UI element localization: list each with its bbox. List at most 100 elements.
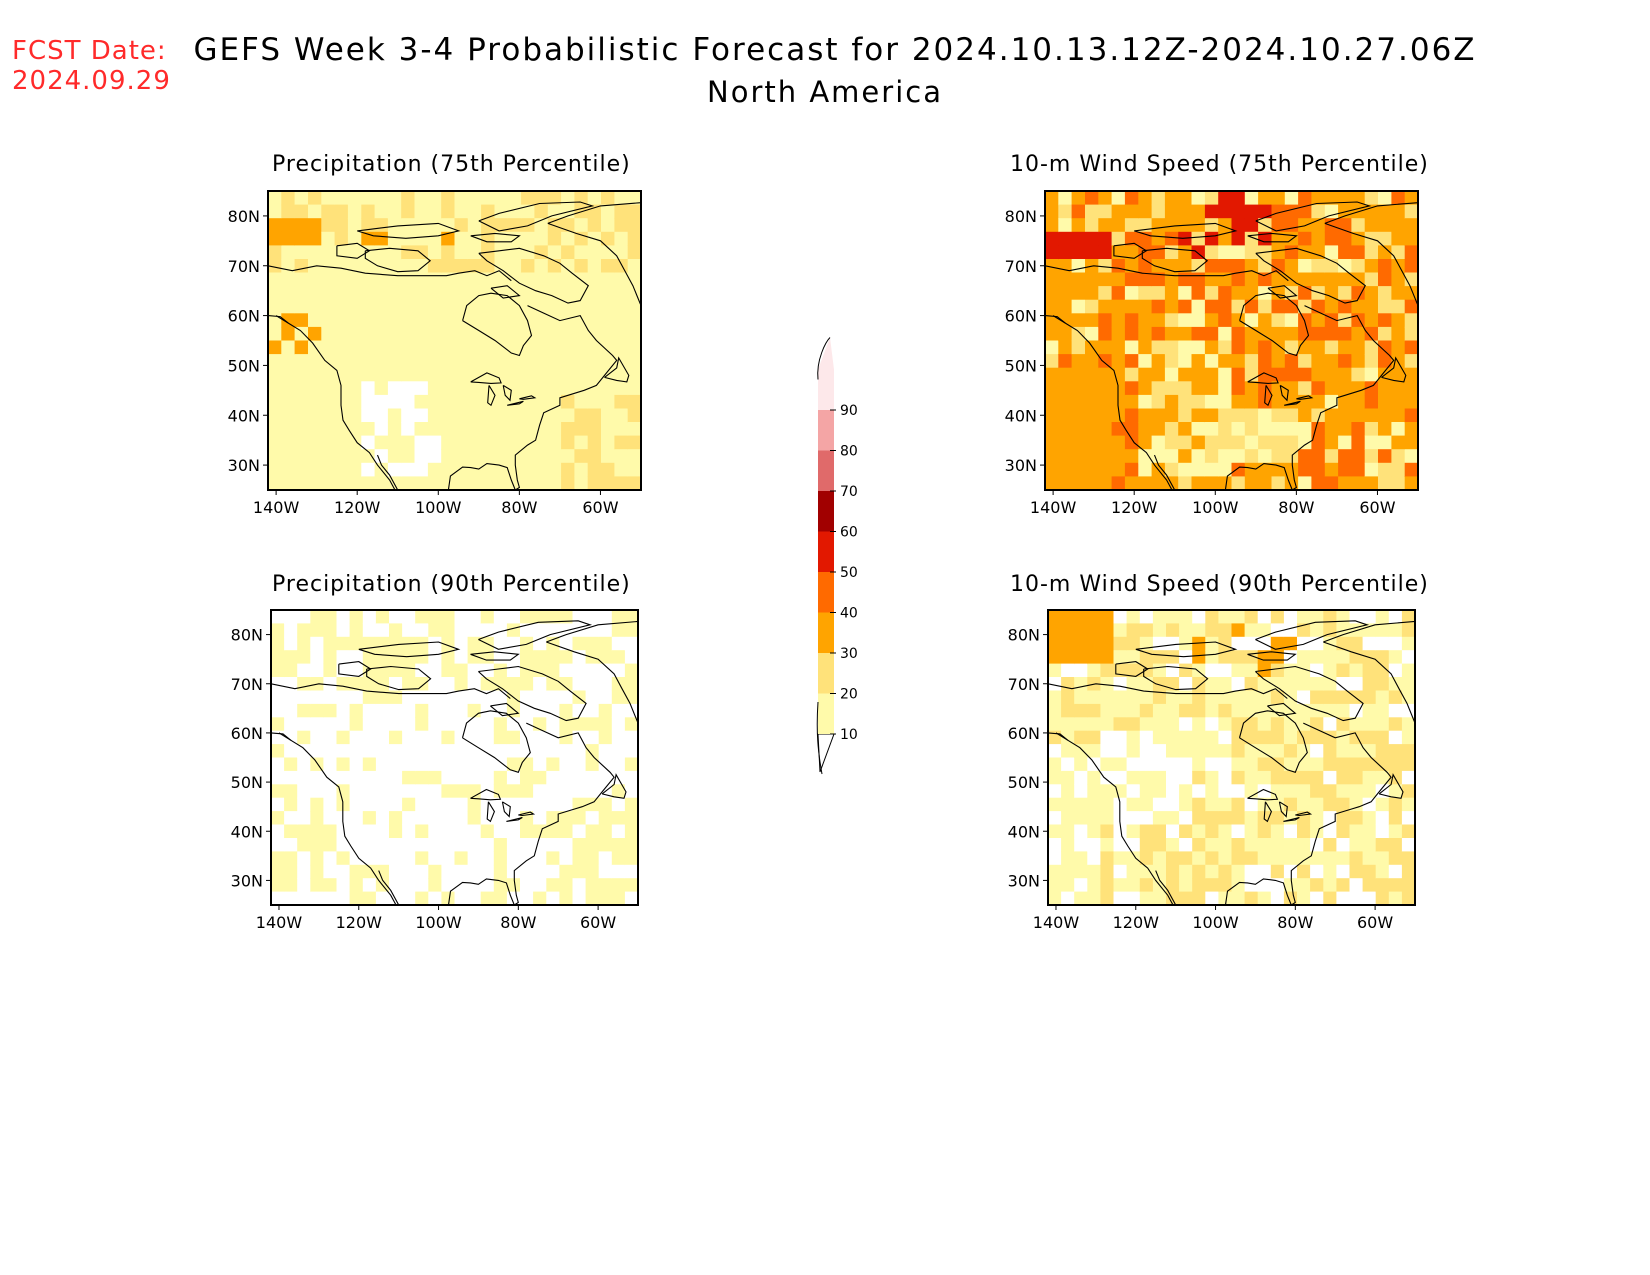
field-cell xyxy=(1164,299,1179,314)
field-cell xyxy=(268,245,282,260)
field-cell xyxy=(323,851,338,866)
field-cell xyxy=(1192,636,1206,651)
field-cell xyxy=(467,770,482,785)
field-cell xyxy=(1391,272,1406,287)
field-cell xyxy=(1401,650,1415,665)
field-cell xyxy=(1179,623,1193,638)
field-cell xyxy=(467,797,482,812)
field-cell xyxy=(1138,340,1153,355)
field-cell xyxy=(585,851,600,866)
field-cell xyxy=(1071,394,1086,410)
field-cell xyxy=(1178,272,1193,287)
field-cell xyxy=(1362,717,1377,732)
field-cell xyxy=(1178,313,1193,328)
field-cell xyxy=(1244,663,1259,678)
field-cell xyxy=(1378,218,1392,233)
field-cell xyxy=(614,313,629,328)
field-cell xyxy=(1378,354,1392,369)
field-cell xyxy=(507,462,522,477)
field-cell xyxy=(574,286,589,301)
field-cell xyxy=(1100,677,1115,691)
field-cell xyxy=(1204,218,1219,233)
field-cell xyxy=(308,231,322,246)
field-cell xyxy=(547,340,562,355)
field-cell xyxy=(375,663,390,678)
field-cell xyxy=(387,299,402,314)
field-cell xyxy=(627,381,641,396)
field-cell xyxy=(414,408,429,423)
field-cell xyxy=(374,354,389,369)
field-cell xyxy=(494,326,509,342)
field-cell xyxy=(507,354,522,369)
field-cell xyxy=(1061,851,1075,866)
field-cell xyxy=(1244,218,1259,233)
field-cell xyxy=(559,851,574,866)
field-cell xyxy=(1375,717,1390,732)
field-cell xyxy=(1111,259,1126,274)
field-cell xyxy=(1191,340,1206,355)
field-cell xyxy=(1085,462,1099,477)
coastline-segment xyxy=(1279,384,1289,402)
field-cell xyxy=(454,690,469,705)
field-cell xyxy=(1126,703,1141,718)
field-cell xyxy=(467,623,482,638)
field-cell xyxy=(467,204,482,219)
field-cell xyxy=(601,299,615,314)
field-cell xyxy=(1164,204,1179,219)
field-cell xyxy=(1364,394,1379,410)
field-cell xyxy=(1071,299,1086,314)
field-cell xyxy=(428,730,442,745)
field-cell xyxy=(1152,797,1167,812)
field-cell xyxy=(559,864,574,879)
field-cell xyxy=(1336,824,1351,839)
field-cell xyxy=(533,690,547,705)
field-cell xyxy=(559,717,574,732)
field-cell xyxy=(1391,204,1406,219)
field-cell xyxy=(1048,784,1062,799)
field-cell xyxy=(284,717,298,732)
field-cell xyxy=(1311,231,1326,246)
field-cell xyxy=(1244,299,1259,314)
field-cell xyxy=(349,784,364,799)
field-cell xyxy=(336,864,351,879)
field-cell xyxy=(415,717,429,732)
field-cell xyxy=(1151,422,1166,437)
field-cell xyxy=(1124,313,1139,328)
field-cell xyxy=(1364,286,1379,301)
field-cell xyxy=(627,313,641,328)
field-cell xyxy=(1085,299,1099,314)
field-cell xyxy=(1283,824,1298,839)
field-cell xyxy=(362,744,377,759)
field-cell xyxy=(1362,663,1377,678)
field-cell xyxy=(1388,730,1403,745)
field-cell xyxy=(1257,878,1272,893)
field-cell xyxy=(1351,231,1366,246)
field-cell xyxy=(467,367,482,382)
field-cell xyxy=(1404,462,1418,477)
field-cell xyxy=(467,218,482,233)
field-cell xyxy=(1179,784,1193,799)
field-cell xyxy=(585,797,600,812)
field-cell xyxy=(1138,476,1153,490)
field-cell xyxy=(1100,623,1115,638)
coastline-segment xyxy=(1247,788,1279,801)
field-cell xyxy=(546,838,560,852)
field-cell xyxy=(323,677,338,691)
field-cell xyxy=(1111,462,1126,477)
field-cell xyxy=(428,610,442,624)
field-cell xyxy=(323,797,338,812)
field-cell xyxy=(1270,610,1285,624)
field-cell xyxy=(1231,690,1246,705)
field-cell xyxy=(1045,408,1059,423)
field-cell xyxy=(559,891,574,905)
field-cell xyxy=(1111,204,1126,219)
field-cell xyxy=(1048,851,1062,866)
field-cell xyxy=(1231,367,1246,382)
field-cell xyxy=(1087,636,1101,651)
coastline-segment xyxy=(547,202,641,307)
field-cell xyxy=(374,394,389,410)
field-cell xyxy=(387,449,402,464)
field-cell xyxy=(1204,449,1219,464)
field-cell xyxy=(547,286,562,301)
